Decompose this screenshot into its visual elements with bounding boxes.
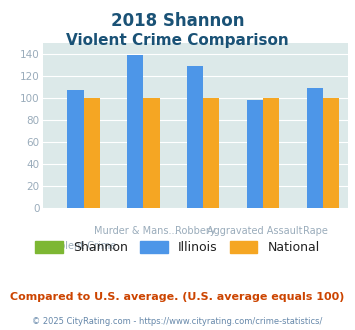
Bar: [323, 98, 339, 208]
Bar: [247, 100, 263, 208]
Text: © 2025 CityRating.com - https://www.cityrating.com/crime-statistics/: © 2025 CityRating.com - https://www.city…: [32, 317, 323, 326]
Bar: [127, 55, 143, 208]
Bar: [143, 98, 160, 208]
Text: Murder & Mans...: Murder & Mans...: [94, 226, 177, 236]
Text: Aggravated Assault: Aggravated Assault: [207, 226, 303, 236]
Text: Rape: Rape: [302, 226, 327, 236]
Bar: [187, 66, 203, 208]
Bar: [307, 88, 323, 208]
Text: Robbery: Robbery: [175, 226, 215, 236]
Bar: [67, 90, 84, 208]
Text: Violent Crime Comparison: Violent Crime Comparison: [66, 33, 289, 48]
Text: 2018 Shannon: 2018 Shannon: [111, 12, 244, 30]
Bar: [84, 98, 100, 208]
Text: Compared to U.S. average. (U.S. average equals 100): Compared to U.S. average. (U.S. average …: [10, 292, 345, 302]
Bar: [263, 98, 279, 208]
Legend: Shannon, Illinois, National: Shannon, Illinois, National: [31, 236, 324, 259]
Text: All Violent Crime: All Violent Crime: [35, 241, 116, 251]
Bar: [203, 98, 219, 208]
